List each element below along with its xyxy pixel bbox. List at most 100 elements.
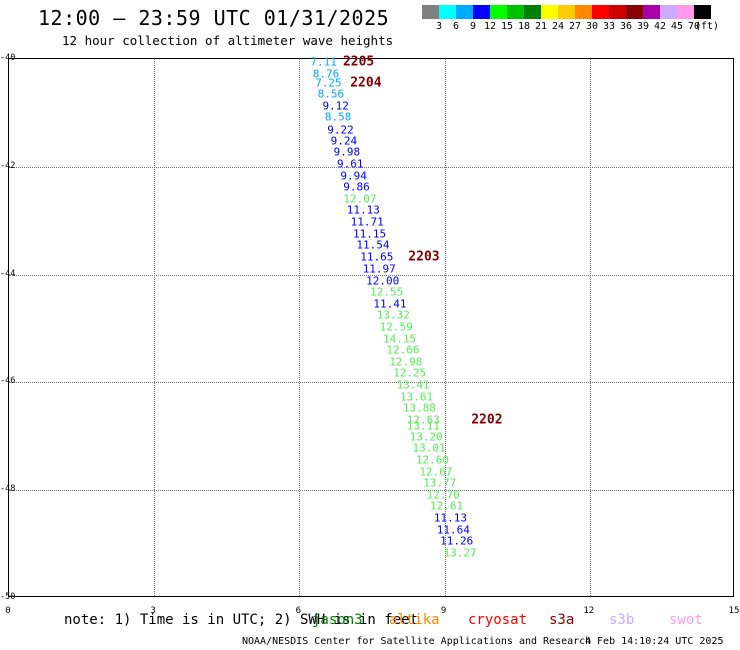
wave-height-label: 12.61: [429, 499, 464, 513]
grid-line-horizontal: [9, 382, 733, 384]
wave-height-label: 9.22: [327, 123, 354, 137]
wave-height-label: 9.94: [340, 169, 367, 183]
wave-height-label: 9.61: [336, 157, 364, 171]
wave-height-label: 11.26: [440, 534, 474, 548]
grid-line-vertical: [444, 59, 446, 596]
color-swatch: [473, 5, 490, 19]
y-tick-label: -40: [0, 53, 16, 63]
wave-height-label: 13.27: [443, 546, 477, 560]
x-tick-label: 3: [150, 606, 156, 616]
color-scale-label: 9: [469, 21, 477, 32]
wave-height-label: 12.25: [393, 366, 427, 380]
wave-height-label: 7.11: [310, 55, 337, 69]
color-swatch: [456, 5, 473, 19]
wave-height-label: 12.59: [379, 320, 413, 334]
satellite-legend-swot: swot: [669, 612, 703, 628]
y-tick-label: -46: [0, 376, 16, 387]
wave-height-label: 11.71: [350, 215, 384, 229]
grid-line-horizontal: [9, 274, 733, 276]
wave-height-label: 13.32: [376, 308, 410, 322]
color-scale-label: 24: [551, 21, 565, 32]
color-swatch: [490, 5, 507, 19]
footer-credit: NOAA/NESDIS Center for Satellite Applica…: [242, 636, 592, 647]
wave-height-label: 12.55: [369, 285, 404, 299]
wave-height-label: 12.70: [426, 488, 460, 502]
x-tick-label: 6: [295, 606, 302, 616]
grid-line-vertical: [299, 59, 301, 596]
color-swatch: [677, 5, 694, 19]
plot-area: 7.11 8.76 7.25 8.56 9.12 8.58 9.22 9.24 9.98 9.61…: [8, 54, 734, 597]
wave-height-label: 11.97: [362, 262, 396, 276]
grid-line-vertical: [589, 59, 591, 596]
color-scale-label: 33: [602, 21, 616, 32]
wave-height-label: 11.54: [356, 238, 390, 252]
wave-height-label: 7.25: [315, 76, 342, 90]
wave-height-label: 12.67: [419, 465, 453, 479]
color-scale-labels: 3 6 9 12 15 18 21 24 27 30 33 36 39 42 45 70 (ft): [422, 21, 719, 35]
wave-height-label: 12.00: [366, 274, 400, 288]
y-tick-label: -42: [0, 160, 16, 171]
satellite-legend-altika: altika: [389, 612, 440, 628]
color-scale-label: 39: [636, 21, 650, 32]
grid-line-horizontal: [9, 166, 733, 168]
color-swatch: [694, 5, 711, 19]
wave-height-label: 11.65: [360, 250, 394, 264]
pass-time-label: 2203: [408, 249, 440, 265]
pass-time-label: 2204: [350, 75, 382, 91]
footer-timestamp: 4 Feb 14:10:24 UTC 2025: [585, 636, 724, 647]
color-scale-label: 3: [435, 21, 443, 32]
wave-height-label: 13.88: [402, 401, 436, 415]
color-swatch: [524, 5, 541, 19]
color-scale-label: 21: [534, 21, 548, 32]
color-swatch: [439, 5, 456, 19]
satellite-legend-s3b: s3b: [609, 612, 635, 628]
wave-height-label: 11.13: [433, 511, 467, 525]
wave-height-label: 11.15: [353, 227, 387, 241]
x-tick-label: 15: [728, 606, 740, 616]
pass-time-label: 2202: [471, 412, 503, 428]
wave-height-label: 13.61: [399, 390, 434, 404]
y-tick-label: -44: [0, 268, 16, 279]
wave-height-label: 13.11: [406, 419, 440, 433]
wave-height-label: 8.58: [324, 110, 352, 124]
wave-height-label: 9.98: [333, 145, 361, 159]
color-swatch: [609, 5, 626, 19]
wave-height-label: 8.76: [312, 67, 340, 81]
color-scale-legend: 3 6 9 12 15 18 21 24 27 30 33 36 39 42 45 70 (ft): [422, 5, 719, 35]
color-scale-label: 15: [500, 21, 514, 32]
grid-line-vertical: [154, 59, 156, 596]
color-scale-label: 30: [585, 21, 599, 32]
note-line: note: 1) Time is in UTC; 2) SWH is in fe…: [0, 612, 740, 632]
color-scale-label: 12: [483, 21, 497, 32]
wave-height-label: 13.41: [396, 378, 430, 392]
color-scale-swatches: [422, 5, 711, 19]
color-scale-label: 6: [452, 21, 460, 32]
wave-height-label: 12.07: [343, 192, 377, 206]
color-scale-unit: (ft): [694, 21, 720, 32]
grid-line-horizontal: [9, 490, 733, 492]
page-subtitle: 12 hour collection of altimeter wave hei…: [62, 33, 394, 48]
wave-height-label: 9.24: [330, 134, 358, 148]
note-text: note: 1) Time is in UTC; 2) SWH is in fe…: [64, 612, 419, 628]
color-swatch: [575, 5, 592, 19]
satellite-legend-cryosat: cryosat: [468, 612, 528, 628]
wave-height-label: 14.15: [383, 332, 417, 346]
wave-height-label: 12.60: [415, 453, 450, 467]
wave-height-label: 12.63: [406, 413, 440, 427]
color-scale-label: 70: [687, 21, 701, 32]
color-swatch: [541, 5, 558, 19]
color-swatch: [592, 5, 609, 19]
wave-height-label: 12.66: [386, 343, 420, 357]
page-title: 12:00 – 23:59 UTC 01/31/2025: [38, 6, 390, 30]
wave-height-label: 13.77: [423, 476, 457, 490]
wave-height-label: 8.56: [317, 87, 345, 101]
color-swatch: [660, 5, 677, 19]
x-tick-label: 12: [583, 606, 595, 616]
color-scale-label: 18: [517, 21, 531, 32]
wave-height-label: 13.20: [409, 430, 443, 444]
wave-height-label: 11.13: [346, 203, 380, 217]
color-swatch: [507, 5, 524, 19]
satellite-legend-s3a: s3a: [549, 612, 575, 628]
color-scale-label: 45: [670, 21, 684, 32]
y-tick-label: -48: [0, 484, 16, 495]
